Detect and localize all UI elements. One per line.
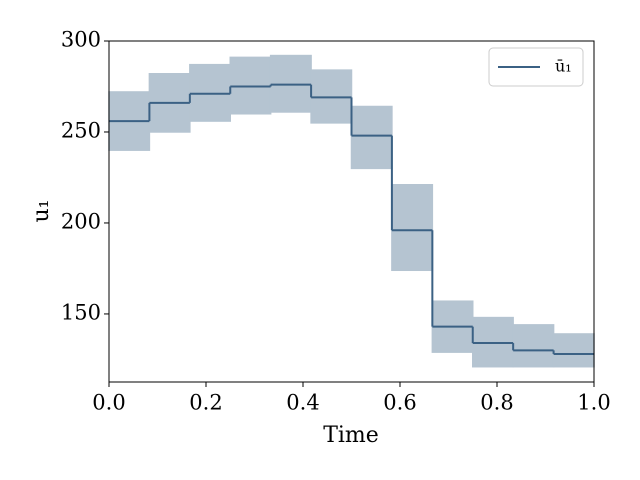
y-tick-label: 250 — [61, 118, 101, 142]
plot-frame — [108, 40, 595, 383]
band — [391, 184, 434, 272]
x-tick-label: 0.4 — [286, 391, 319, 415]
x-axis-label: Time — [323, 423, 379, 448]
legend: ū₁ — [488, 47, 584, 87]
legend-label: ū₁ — [555, 57, 572, 76]
band — [512, 324, 555, 368]
x-tick-label: 1.0 — [577, 391, 610, 415]
y-tick-label: 200 — [61, 209, 101, 233]
band — [552, 333, 595, 368]
y-axis-label: u₁ — [29, 200, 54, 223]
x-tick-label: 0.0 — [92, 391, 125, 415]
band — [350, 105, 393, 170]
y-tick-label: 150 — [61, 300, 101, 324]
x-tick-label: 0.6 — [383, 391, 416, 415]
x-tick-label: 0.2 — [189, 391, 222, 415]
x-tick-label: 0.8 — [480, 391, 513, 415]
y-tick-label: 300 — [61, 28, 101, 52]
